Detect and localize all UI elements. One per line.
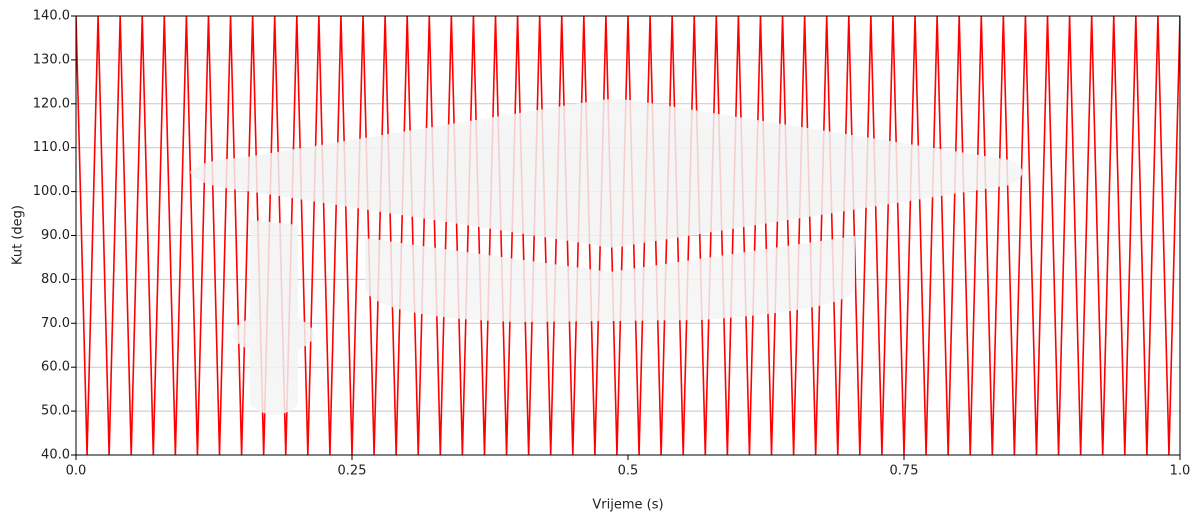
y-tick-label: 120.0 [33, 96, 70, 111]
x-tick-label: 0.25 [338, 464, 367, 479]
y-tick-label: 110.0 [33, 140, 70, 155]
x-tick-label: 0.0 [66, 464, 87, 479]
y-tick-label: 130.0 [33, 52, 70, 67]
y-tick-label: 70.0 [41, 316, 70, 331]
watermark [190, 99, 1023, 415]
y-tick-label: 60.0 [41, 360, 70, 375]
y-tick-label: 80.0 [41, 272, 70, 287]
x-tick-label: 0.5 [618, 464, 639, 479]
y-axis-label: Kut (deg) [11, 205, 26, 265]
y-tick-label: 140.0 [33, 9, 70, 24]
y-tick-label: 90.0 [41, 228, 70, 243]
y-tick-label: 100.0 [33, 184, 70, 199]
y-tick-label: 50.0 [41, 404, 70, 419]
y-tick-label: 40.0 [41, 448, 70, 463]
x-tick-label: 1.0 [1170, 464, 1191, 479]
x-axis-label: Vrijeme (s) [592, 498, 663, 513]
x-tick-label: 0.75 [890, 464, 919, 479]
